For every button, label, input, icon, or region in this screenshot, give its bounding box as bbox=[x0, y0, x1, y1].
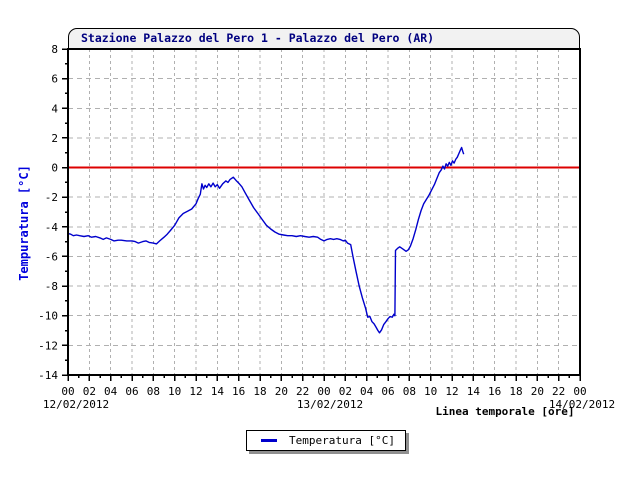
x-tick-label: 08 bbox=[147, 385, 160, 398]
x-tick-label: 00 bbox=[61, 385, 74, 398]
x-tick-label: 20 bbox=[275, 385, 288, 398]
x-tick-label: 08 bbox=[403, 385, 416, 398]
legend: Temperatura [°C] bbox=[246, 430, 406, 451]
x-tick-label: 16 bbox=[488, 385, 501, 398]
x-tick-label: 02 bbox=[83, 385, 96, 398]
x-tick-label: 06 bbox=[125, 385, 138, 398]
x-tick-label: 22 bbox=[296, 385, 309, 398]
date-label-first-day: 12/02/2012 bbox=[42, 398, 110, 411]
chart-title-box: Stazione Palazzo del Pero 1 - Palazzo de… bbox=[68, 28, 580, 49]
x-tick-label: 12 bbox=[189, 385, 202, 398]
y-tick-label: -6 bbox=[45, 250, 58, 263]
x-tick-label: 04 bbox=[360, 385, 374, 398]
y-tick-label: 2 bbox=[51, 132, 58, 145]
legend-label: Temperatura [°C] bbox=[289, 434, 395, 447]
y-tick-label: 8 bbox=[51, 43, 58, 56]
x-tick-label: 20 bbox=[531, 385, 544, 398]
y-tick-label: -12 bbox=[38, 339, 58, 352]
x-tick-label: 02 bbox=[339, 385, 352, 398]
x-tick-label: 00 bbox=[573, 385, 586, 398]
x-tick-label: 10 bbox=[168, 385, 181, 398]
x-axis-label: Linea temporale [ore] bbox=[435, 405, 575, 418]
y-tick-label: -4 bbox=[45, 221, 59, 234]
chart-title: Stazione Palazzo del Pero 1 - Palazzo de… bbox=[81, 31, 435, 45]
y-tick-label: -2 bbox=[45, 191, 58, 204]
x-tick-label: 00 bbox=[317, 385, 330, 398]
x-tick-label: 22 bbox=[552, 385, 565, 398]
x-tick-label: 14 bbox=[467, 385, 481, 398]
date-label-third-day: 14/02/2012 bbox=[548, 398, 616, 411]
x-tick-label: 18 bbox=[509, 385, 522, 398]
x-tick-label: 16 bbox=[232, 385, 245, 398]
x-tick-label: 18 bbox=[253, 385, 266, 398]
x-tick-label: 04 bbox=[104, 385, 118, 398]
x-tick-label: 10 bbox=[424, 385, 437, 398]
y-tick-label: 6 bbox=[51, 73, 58, 86]
temperature-line bbox=[67, 146, 465, 334]
y-axis-label: Tempuratura [°C] bbox=[17, 165, 31, 281]
date-label-second-day: 13/02/2012 bbox=[296, 398, 364, 411]
legend-line-swatch bbox=[261, 439, 277, 442]
x-tick-label: 12 bbox=[445, 385, 458, 398]
x-tick-label: 06 bbox=[381, 385, 394, 398]
y-tick-label: -14 bbox=[38, 369, 58, 382]
y-tick-label: 0 bbox=[51, 162, 58, 175]
y-tick-label: -8 bbox=[45, 280, 58, 293]
y-tick-label: -10 bbox=[38, 310, 58, 323]
x-tick-label: 14 bbox=[211, 385, 225, 398]
y-tick-label: 4 bbox=[51, 102, 58, 115]
